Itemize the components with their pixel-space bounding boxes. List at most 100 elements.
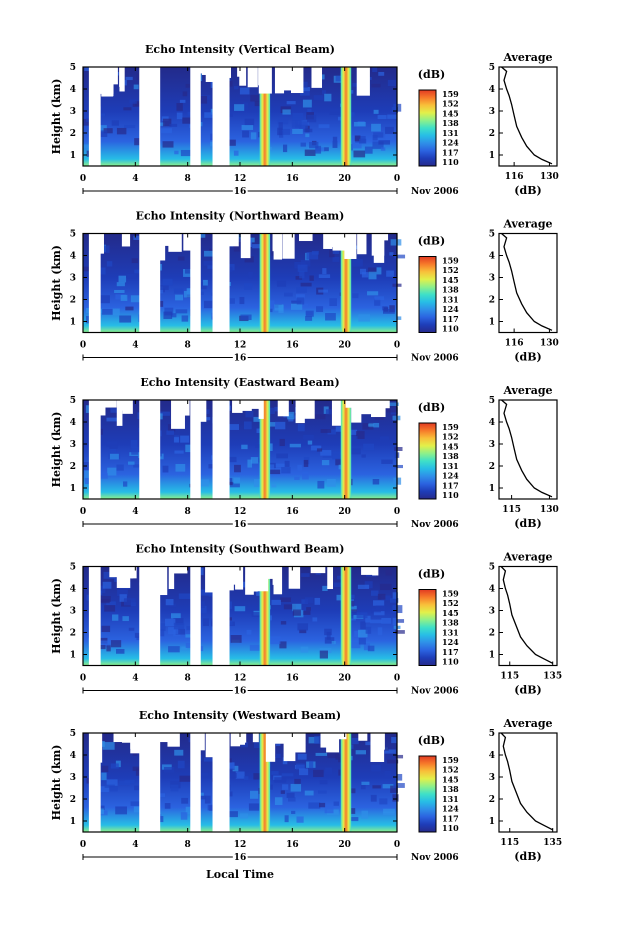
data-gap: [88, 67, 101, 166]
x-tick-label: 20: [338, 341, 351, 351]
average-y-tick-label: 1: [489, 817, 495, 827]
x-tick-label: 16: [286, 507, 299, 517]
colorbar-tick-label: 145: [442, 608, 459, 618]
x-tick-label: 4: [132, 840, 138, 850]
average-profile-line: [501, 399, 553, 498]
x-tick-label: 16: [286, 840, 299, 850]
colorbar-tick-label: 138: [442, 118, 459, 128]
average-frame: [498, 565, 558, 667]
high-echo-band: [340, 67, 352, 166]
high-echo-band: [259, 233, 271, 333]
average-frame: [498, 399, 558, 500]
x-tick-label: 4: [132, 174, 138, 184]
colorbar-tick-label: 110: [442, 823, 459, 833]
colorbar-unit: (dB): [418, 568, 445, 581]
colorbar-unit: (dB): [418, 68, 445, 81]
heatmap-texture: [83, 67, 402, 158]
average-y-tick-label: 2: [489, 795, 495, 805]
colorbar: [418, 256, 437, 333]
x-tick-label: 16: [286, 174, 299, 184]
high-echo-band: [340, 400, 352, 499]
average-frame: [498, 232, 558, 334]
colorbar-tick-label: 124: [442, 804, 459, 814]
colorbar-tick-label: 145: [442, 275, 459, 285]
panel-1: Echo Intensity (Vertical Beam)12345Heigh…: [50, 43, 559, 199]
x-tick-label: 0: [394, 174, 400, 184]
x-tick-label: 8: [185, 507, 191, 517]
data-gap: [190, 233, 201, 333]
average-frame: [498, 66, 558, 167]
colorbar-tick-label: 159: [442, 89, 459, 99]
high-echo-band: [340, 233, 352, 333]
x-tick-label: 8: [185, 840, 191, 850]
x-tick-label: 8: [185, 174, 191, 184]
shared-xlabel: Local Time: [206, 868, 274, 881]
colorbar-tick-label: 145: [442, 441, 459, 451]
x-tick-label: 12: [234, 840, 247, 850]
average-x-tick-label: 135: [543, 838, 562, 848]
colorbar-tick-label: 152: [442, 99, 459, 109]
x-tick-label: 12: [234, 341, 247, 351]
data-gap: [139, 400, 161, 499]
average-y-tick-label: 5: [489, 63, 495, 73]
colorbar-tick-label: 152: [442, 432, 459, 442]
high-echo-band: [259, 733, 271, 832]
colorbar-tick-label: 131: [442, 294, 459, 304]
y-tick-label: 1: [70, 484, 76, 494]
average-x-tick-label: 135: [543, 672, 562, 682]
average-y-tick-label: 2: [489, 629, 495, 639]
data-gap: [212, 733, 230, 832]
average-x-tick-label: 115: [502, 505, 521, 515]
x-tick-label: 12: [234, 507, 247, 517]
data-gap: [190, 566, 201, 666]
average-y-tick-label: 1: [489, 651, 495, 661]
high-echo-band: [259, 67, 271, 166]
date-label: Nov 2006: [411, 187, 459, 197]
y-tick-label: 2: [70, 629, 76, 639]
colorbar-tick-label: 117: [442, 480, 459, 490]
average-y-tick-label: 4: [489, 751, 495, 761]
high-echo-band: [340, 566, 352, 666]
x-tick-label: 12: [234, 174, 247, 184]
data-gap: [190, 67, 201, 166]
average-x-tick-label: 116: [505, 339, 524, 349]
y-tick-label: 4: [70, 751, 76, 761]
panel-title: Echo Intensity (Eastward Beam): [140, 376, 339, 389]
x-tick-label: 4: [132, 674, 138, 684]
panel-title: Echo Intensity (Northward Beam): [136, 210, 345, 223]
x-tick-label: 0: [394, 507, 400, 517]
y-tick-label: 3: [70, 773, 76, 783]
colorbar-unit: (dB): [418, 235, 445, 248]
day-label: 16: [234, 687, 247, 697]
y-tick-label: 5: [70, 230, 76, 240]
average-y-tick-label: 5: [489, 230, 495, 240]
average-y-tick-label: 2: [489, 296, 495, 306]
y-tick-label: 4: [70, 585, 76, 595]
date-label: Nov 2006: [411, 354, 459, 364]
y-axis-label: Height (km): [50, 79, 63, 155]
y-tick-label: 2: [70, 462, 76, 472]
colorbar-tick-label: 138: [442, 285, 459, 295]
average-profile-line: [501, 66, 553, 165]
average-y-tick-label: 1: [489, 484, 495, 494]
colorbar: [418, 89, 437, 167]
data-gap: [88, 733, 101, 832]
y-tick-label: 2: [70, 129, 76, 139]
average-x-tick-label: 130: [540, 505, 559, 515]
y-tick-label: 2: [70, 795, 76, 805]
date-label: Nov 2006: [411, 687, 459, 697]
average-x-label: (dB): [514, 351, 541, 364]
x-tick-label: 12: [234, 674, 247, 684]
colorbar: [418, 755, 437, 833]
average-y-tick-label: 4: [489, 585, 495, 595]
average-x-label: (dB): [514, 684, 541, 697]
y-tick-label: 3: [70, 274, 76, 284]
average-y-tick-label: 4: [489, 252, 495, 262]
average-y-tick-label: 3: [489, 773, 495, 783]
colorbar-tick-label: 131: [442, 461, 459, 471]
average-y-tick-label: 3: [489, 274, 495, 284]
data-gap: [190, 733, 201, 832]
average-y-tick-label: 4: [489, 418, 495, 428]
average-title: Average: [502, 51, 552, 64]
